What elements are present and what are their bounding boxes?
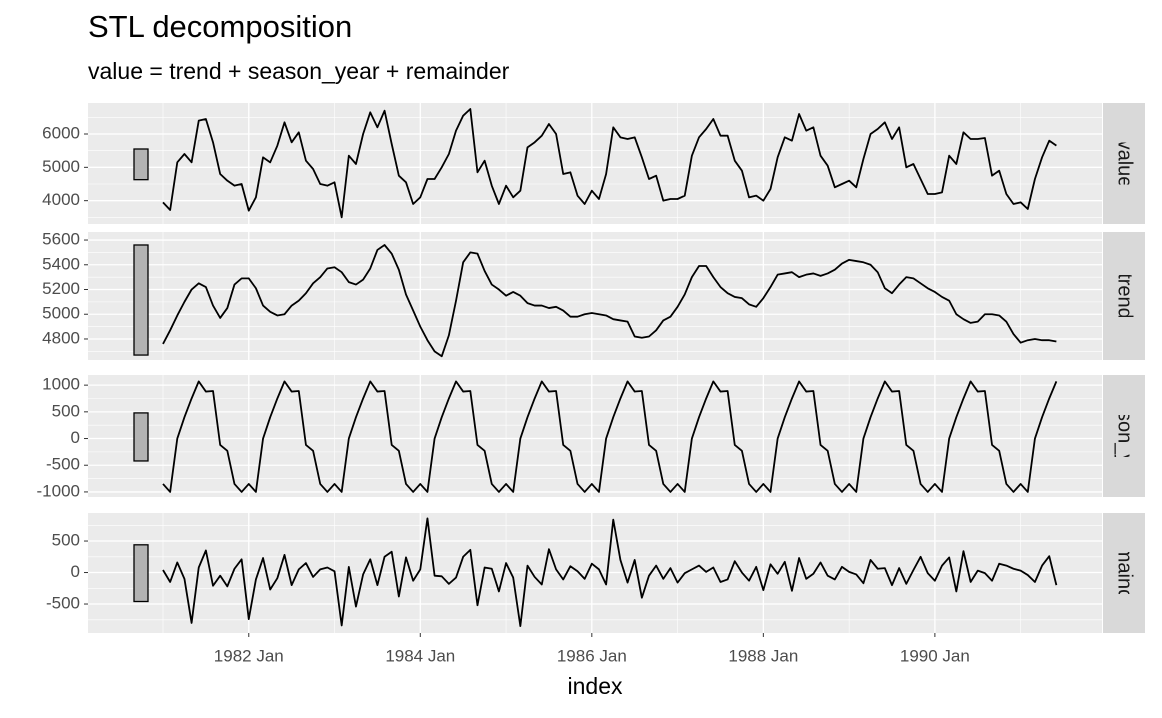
- strip-label: value: [1114, 140, 1136, 188]
- series-line: [162, 380, 1058, 493]
- strip-label: trend: [1114, 273, 1136, 319]
- panel-background: [88, 232, 1102, 360]
- range-bar: [133, 412, 149, 462]
- strip-background: [1103, 103, 1145, 224]
- y-tick-label: 5200: [42, 279, 80, 298]
- x-axis-label: index: [568, 673, 623, 699]
- range-bar: [133, 544, 149, 603]
- y-tick-label: 500: [52, 531, 80, 550]
- x-tick-label: 1984 Jan: [385, 646, 455, 665]
- strip-label: season_year: [1114, 379, 1136, 494]
- y-tick-label: 4800: [42, 328, 80, 347]
- y-tick-label: 500: [52, 401, 80, 420]
- y-tick-label: -1000: [37, 481, 80, 500]
- strip-background: [1103, 375, 1145, 497]
- y-tick-label: 5600: [42, 230, 80, 249]
- y-tick-label: 1000: [42, 375, 80, 394]
- chart-title: STL decomposition: [88, 9, 352, 44]
- y-tick-label: 5000: [42, 304, 80, 323]
- y-tick-label: -500: [46, 455, 80, 474]
- y-tick-label: 5400: [42, 254, 80, 273]
- x-tick-label: 1990 Jan: [900, 646, 970, 665]
- panel-background: [88, 103, 1102, 224]
- strip-background: [1103, 513, 1145, 633]
- y-tick-label: 0: [71, 428, 80, 447]
- y-tick-label: -500: [46, 594, 80, 613]
- series-line: [162, 108, 1057, 219]
- series-line: [162, 517, 1058, 627]
- range-bar: [133, 244, 149, 356]
- y-tick-label: 6000: [42, 123, 80, 142]
- chart-subtitle: value = trend + season_year + remainder: [88, 58, 510, 84]
- strip-label: remainder: [1114, 528, 1136, 618]
- panel-background: [88, 375, 1102, 497]
- range-bar: [133, 148, 149, 181]
- series-line: [162, 244, 1057, 358]
- y-tick-label: 0: [71, 562, 80, 581]
- y-tick-label: 4000: [42, 190, 80, 209]
- x-tick-label: 1988 Jan: [728, 646, 798, 665]
- y-tick-label: 5000: [42, 157, 80, 176]
- strip-background: [1103, 232, 1145, 360]
- x-tick-label: 1982 Jan: [214, 646, 284, 665]
- x-tick-label: 1986 Jan: [557, 646, 627, 665]
